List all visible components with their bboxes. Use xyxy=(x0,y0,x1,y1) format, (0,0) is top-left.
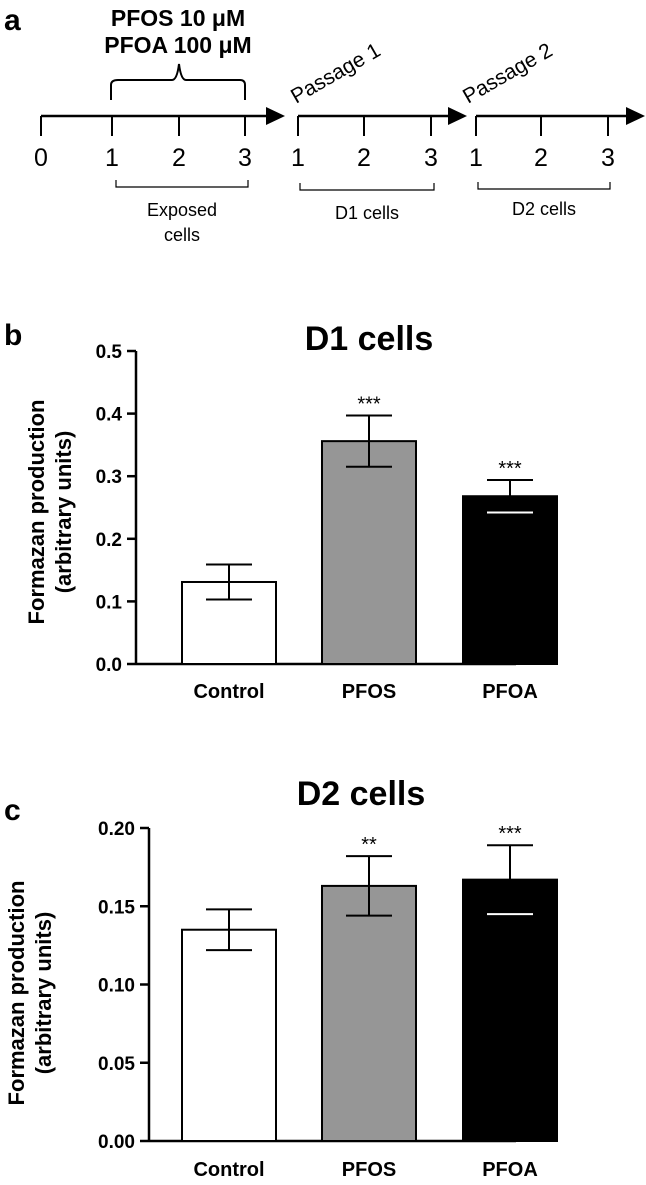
y-tick-label: 0.00 xyxy=(98,1132,135,1153)
chart-d1-panel: b D1 cells Formazan production (arbitrar… xyxy=(4,319,558,703)
group-bracket-d1 xyxy=(299,183,435,191)
significance-pfos: ** xyxy=(361,834,377,856)
timeline-tick-label: 2 xyxy=(357,144,371,172)
y-tick-label: 0.3 xyxy=(96,467,122,488)
y-tick-label: 0.10 xyxy=(98,976,135,997)
passage-1-label: Passage 1 xyxy=(287,39,384,109)
treatment-brace xyxy=(110,63,246,100)
panel-label-a: a xyxy=(4,4,21,37)
timeline-arrowhead-2 xyxy=(448,107,467,125)
bar-control xyxy=(181,928,277,1142)
timeline-tick-label: 2 xyxy=(534,144,548,172)
panel-label-b: b xyxy=(4,319,22,352)
group-label-exposed-cells: cells xyxy=(164,225,200,245)
x-category-pfos: PFOS xyxy=(342,1159,396,1181)
significance-pfoa: *** xyxy=(498,823,522,845)
y-axis-label-d2: Formazan production (arbitrary units) xyxy=(4,881,56,1106)
chart-title-d1: D1 cells xyxy=(305,320,434,358)
y-tick-label: 0.05 xyxy=(98,1054,135,1075)
bar-pfoa xyxy=(462,878,558,1143)
chart-title-d2: D2 cells xyxy=(297,775,426,813)
significance-pfoa: *** xyxy=(498,458,522,480)
plot-area-d2: 0.00 0.05 0.10 0.15 0.20 Control ** PFOS *** PFOA xyxy=(98,819,558,1181)
x-category-pfos: PFOS xyxy=(342,681,396,703)
x-category-control: Control xyxy=(193,681,264,703)
bar-pfoa xyxy=(462,495,558,665)
timeline-arrowhead-3 xyxy=(626,107,645,125)
treatment-label-pfoa: PFOA 100 μM xyxy=(104,32,251,58)
x-category-pfoa: PFOA xyxy=(482,681,538,703)
y-axis-label-d1: Formazan production (arbitrary units) xyxy=(24,400,76,625)
chart-d2-panel: c D2 cells Formazan production (arbitrar… xyxy=(4,775,558,1181)
timeline-tick-label: 0 xyxy=(34,144,48,172)
timeline-tick-label: 3 xyxy=(238,144,252,172)
significance-pfos: *** xyxy=(357,393,381,415)
y-axis-label-d1-line1: Formazan production xyxy=(24,400,49,625)
y-tick-label: 0.15 xyxy=(98,897,135,918)
group-label-exposed: Exposed xyxy=(147,200,217,220)
bar-pfos xyxy=(321,884,417,1143)
group-label-d2: D2 cells xyxy=(512,199,576,219)
x-category-control: Control xyxy=(193,1159,264,1181)
plot-area-d1: 0.0 0.1 0.2 0.3 0.4 0.5 Control *** PFOS *** PFOA xyxy=(96,342,558,703)
group-label-d1: D1 cells xyxy=(335,203,399,223)
group-bracket-exposed xyxy=(115,180,249,188)
y-tick-label: 0.4 xyxy=(96,405,123,426)
y-axis-label-d2-line1: Formazan production xyxy=(4,881,29,1106)
y-axis-label-d2-line2: (arbitrary units) xyxy=(31,912,56,1075)
y-tick-label: 0.5 xyxy=(96,342,123,363)
timeline-tick-label: 1 xyxy=(105,144,119,172)
group-bracket-d2 xyxy=(477,182,611,190)
timeline-tick-label: 3 xyxy=(601,144,615,172)
passage-2-label: Passage 2 xyxy=(459,39,556,109)
bar-pfos xyxy=(321,440,417,666)
panel-label-c: c xyxy=(4,794,21,827)
treatment-label-pfos: PFOS 10 μM xyxy=(111,5,245,31)
y-tick-label: 0.2 xyxy=(96,530,122,551)
timeline-tick-label: 1 xyxy=(469,144,483,172)
y-axis-label-d1-line2: (arbitrary units) xyxy=(51,431,76,594)
y-tick-label: 0.20 xyxy=(98,819,135,840)
timeline-arrowhead-1 xyxy=(266,107,285,125)
timeline-panel: a PFOS 10 μM PFOA 100 μM 0 1 2 3 Exposed… xyxy=(4,4,645,245)
x-category-pfoa: PFOA xyxy=(482,1159,538,1181)
timeline-tick-label: 3 xyxy=(424,144,438,172)
y-tick-label: 0.0 xyxy=(96,655,122,676)
timeline-tick-label: 1 xyxy=(291,144,305,172)
timeline-tick-label: 2 xyxy=(172,144,186,172)
y-tick-label: 0.1 xyxy=(96,592,123,613)
